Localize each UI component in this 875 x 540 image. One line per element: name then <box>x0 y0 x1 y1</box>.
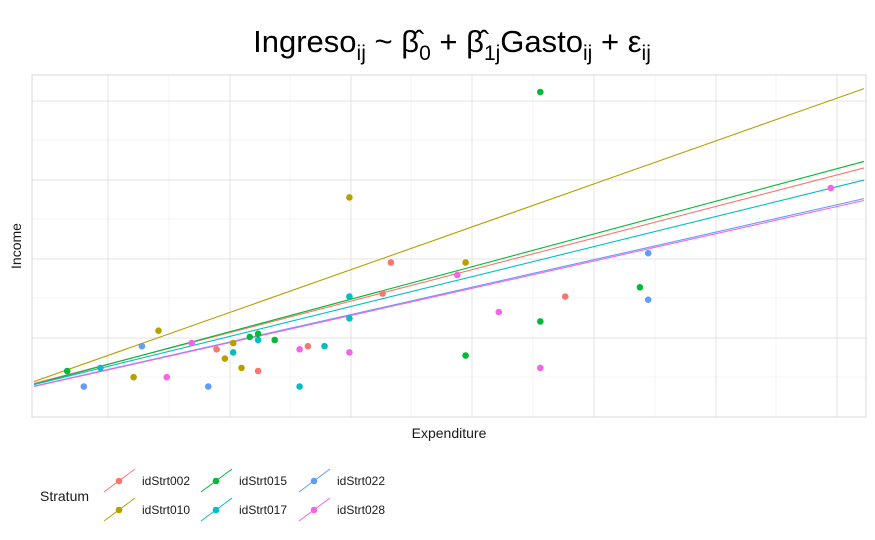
regression-line-idStrt010 <box>33 88 865 383</box>
data-point-idStrt022 <box>644 249 652 257</box>
data-point-idStrt010 <box>462 259 469 266</box>
legend-key-point <box>115 477 123 485</box>
data-point-idStrt010 <box>130 373 137 381</box>
data-point-idStrt028 <box>163 373 171 381</box>
title-part: ε <box>628 24 642 59</box>
data-point-idStrt017 <box>97 364 104 372</box>
data-point-idStrt010 <box>221 355 229 362</box>
legend-label: idStrt017 <box>239 503 287 517</box>
chart-title: Ingresoij​ ~ β̂0​ + β̂1j​Gastoij​ + εij​ <box>253 24 651 65</box>
data-point-idStrt022 <box>644 296 652 304</box>
data-point-idStrt028 <box>296 346 303 353</box>
regression-lines <box>33 88 865 388</box>
data-point-idStrt002 <box>213 346 220 353</box>
data-point-idStrt002 <box>304 342 312 350</box>
data-point-idStrt010 <box>155 327 162 335</box>
data-point-idStrt017 <box>321 342 328 350</box>
legend-item-idStrt010: idStrt010 <box>103 497 190 522</box>
data-point-idStrt022 <box>205 383 212 390</box>
legend-key-point <box>212 506 220 514</box>
data-point-idStrt010 <box>238 364 245 372</box>
title-part: + <box>431 24 466 59</box>
legend-item-idStrt002: idStrt002 <box>103 468 190 493</box>
regression-line-idStrt028 <box>33 199 865 388</box>
data-point-idStrt028 <box>346 349 353 356</box>
data-points <box>63 88 835 390</box>
title-subscript: ij <box>583 42 592 65</box>
data-point-idStrt015 <box>636 284 644 291</box>
data-point-idStrt002 <box>561 293 569 300</box>
data-point-idStrt002 <box>379 290 386 297</box>
legend-label: idStrt002 <box>142 474 190 488</box>
data-point-idStrt002 <box>254 367 262 375</box>
legend-item-idStrt017: idStrt017 <box>200 497 287 522</box>
legend-label: idStrt028 <box>337 503 385 517</box>
legend-items: idStrt002 idStrt010 idStrt015 idStrt017 idSt… <box>103 468 385 522</box>
data-point-idStrt022 <box>138 342 146 350</box>
data-point-idStrt015 <box>254 330 262 338</box>
title-subscript: ij <box>642 42 651 65</box>
legend-key-point <box>115 506 123 514</box>
legend-item-idStrt028: idStrt028 <box>298 497 385 522</box>
data-point-idStrt028 <box>454 271 461 279</box>
plot-border <box>31 74 867 418</box>
data-point-idStrt017 <box>254 336 262 344</box>
legend-label: idStrt015 <box>239 474 287 488</box>
regression-line-idStrt015 <box>33 160 865 385</box>
data-point-idStrt015 <box>537 318 544 325</box>
title-part: Gasto <box>500 24 583 59</box>
data-point-idStrt015 <box>63 367 71 375</box>
regression-line-idStrt022 <box>33 198 865 387</box>
data-point-idStrt015 <box>537 88 544 96</box>
data-point-idStrt028 <box>495 308 503 316</box>
legend-item-idStrt015: idStrt015 <box>200 468 287 493</box>
title-subscript: 0 <box>419 42 431 65</box>
legend-title: Stratum <box>40 488 89 504</box>
data-point-idStrt010 <box>229 339 237 347</box>
data-point-idStrt028 <box>188 339 195 347</box>
grid <box>32 75 866 417</box>
regression-line-idStrt017 <box>33 179 865 386</box>
x-axis-label: Expenditure <box>412 425 487 441</box>
legend-key-point <box>310 477 318 485</box>
legend-label: idStrt022 <box>337 474 385 488</box>
title-part: + <box>592 24 627 59</box>
data-point-idStrt022 <box>80 383 88 390</box>
data-point-idStrt002 <box>387 259 395 266</box>
title-subscript: 1j <box>484 42 500 65</box>
legend-label: idStrt010 <box>142 503 190 517</box>
data-point-idStrt015 <box>246 333 254 341</box>
data-point-idStrt015 <box>462 352 469 359</box>
data-point-idStrt017 <box>296 383 303 390</box>
legend-key-point <box>212 477 220 485</box>
y-axis-label: Income <box>8 223 24 269</box>
data-point-idStrt010 <box>346 194 353 201</box>
legend: Stratum idStrt002idStrt010idStrt015idStr… <box>40 468 385 522</box>
data-point-idStrt028 <box>827 184 835 192</box>
title-subscript: ij <box>357 42 366 65</box>
plot-area <box>31 74 867 418</box>
title-part: Ingreso <box>253 24 356 59</box>
title-part: ~ <box>366 24 401 59</box>
data-point-idStrt028 <box>537 364 544 372</box>
data-point-idStrt017 <box>346 293 353 300</box>
data-point-idStrt017 <box>346 315 353 322</box>
plot-background <box>32 75 866 417</box>
data-point-idStrt017 <box>229 349 237 356</box>
legend-key-point <box>310 506 318 514</box>
data-point-idStrt015 <box>271 336 279 344</box>
legend-item-idStrt022: idStrt022 <box>298 468 385 493</box>
